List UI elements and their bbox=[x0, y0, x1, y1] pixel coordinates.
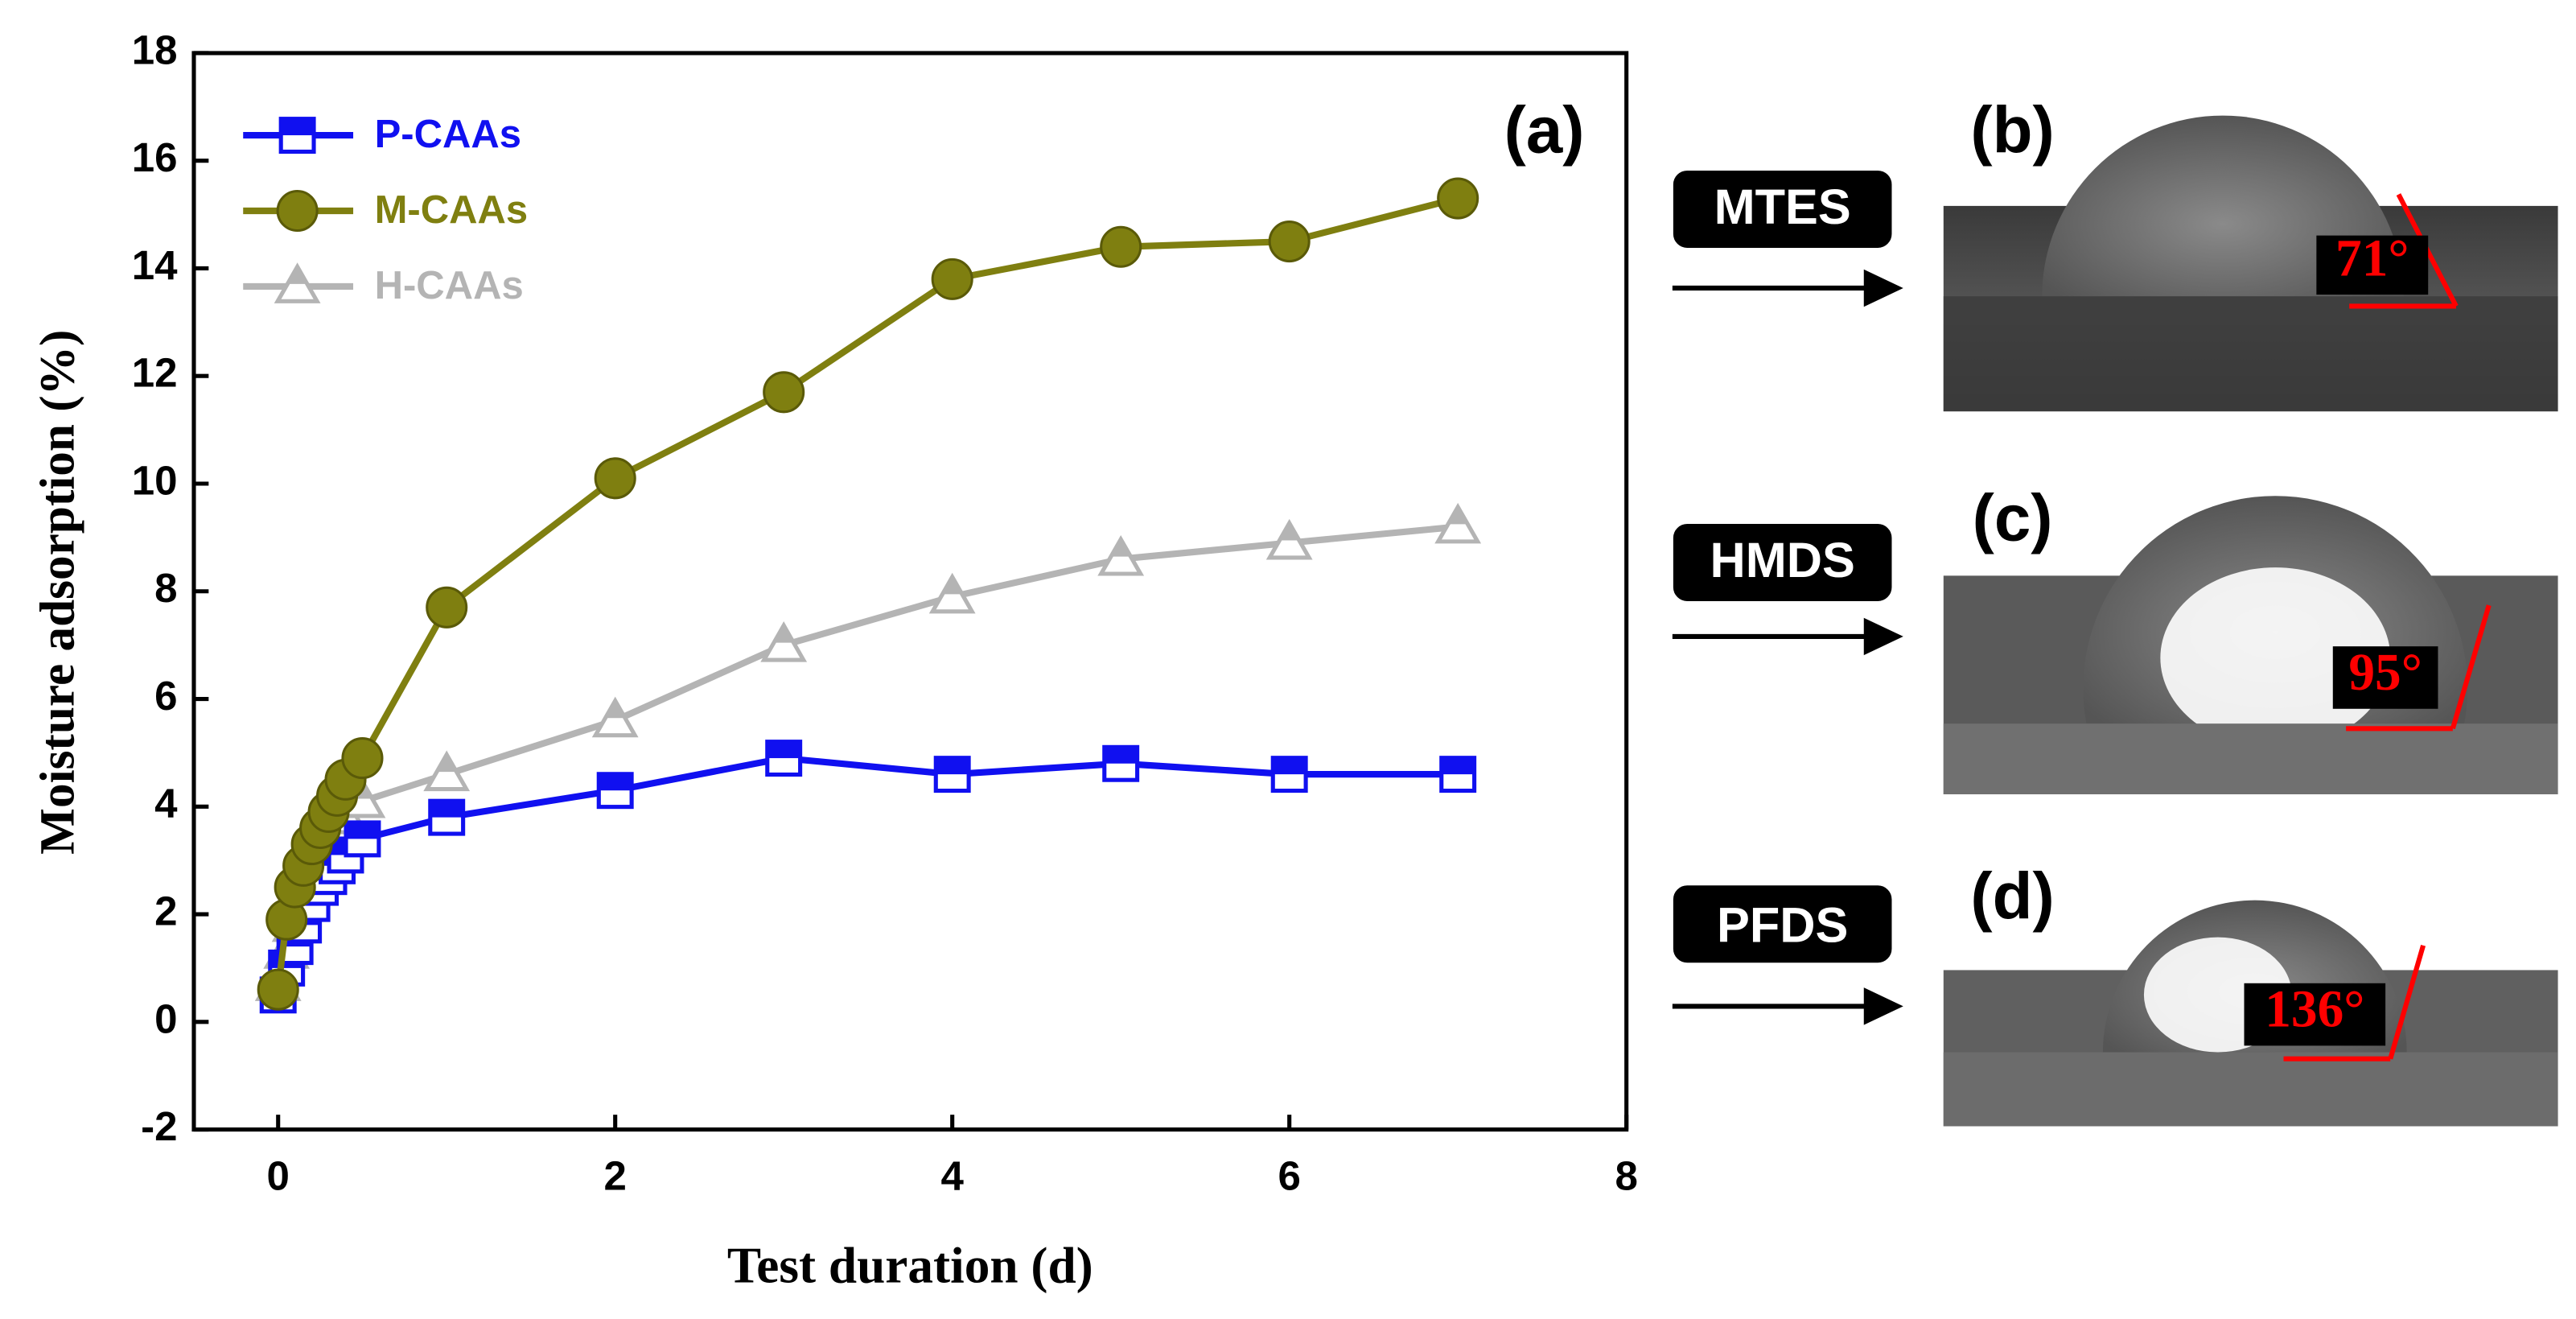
marker bbox=[1439, 756, 1477, 793]
marker bbox=[1102, 744, 1140, 782]
marker-part bbox=[1441, 757, 1475, 775]
x-axis-label: Test duration (d) bbox=[727, 1238, 1093, 1294]
marker bbox=[931, 258, 973, 300]
marker-part bbox=[942, 576, 962, 595]
marker-part bbox=[1279, 523, 1299, 541]
marker-part bbox=[1273, 757, 1307, 775]
treatment-label: PFDS bbox=[1717, 898, 1848, 953]
marker bbox=[423, 750, 471, 792]
marker-part bbox=[928, 572, 976, 614]
treatment-label: HMDS bbox=[1710, 533, 1854, 587]
marker-part bbox=[287, 266, 307, 284]
marker bbox=[426, 586, 468, 629]
marker bbox=[760, 620, 808, 662]
marker-part bbox=[594, 457, 636, 500]
marker bbox=[1100, 225, 1142, 268]
marker-part bbox=[931, 258, 973, 300]
y-axis-label: Moisture adsorption (%) bbox=[31, 330, 85, 855]
legend-label: H-CAAs bbox=[375, 264, 524, 307]
marker bbox=[1437, 177, 1479, 220]
y-tick-label: 16 bbox=[132, 134, 178, 180]
x-tick-label: 6 bbox=[1278, 1152, 1300, 1198]
marker-part bbox=[763, 371, 805, 414]
marker-part bbox=[599, 773, 632, 791]
marker bbox=[928, 572, 976, 614]
arrows bbox=[1672, 170, 1903, 1025]
marker-part bbox=[1110, 539, 1131, 557]
x-tick-label: 4 bbox=[940, 1152, 964, 1198]
marker-part bbox=[767, 741, 800, 759]
y-tick-label: 0 bbox=[154, 995, 177, 1041]
series-line bbox=[274, 754, 1459, 996]
marker bbox=[594, 457, 636, 500]
x-tick-label: 8 bbox=[1615, 1152, 1637, 1198]
y-tick-label: 14 bbox=[132, 242, 178, 288]
marker-part bbox=[773, 625, 794, 643]
x-tick-label: 2 bbox=[604, 1152, 627, 1198]
panel-label: (d) bbox=[1970, 859, 2054, 933]
y-tick-label: -2 bbox=[141, 1103, 177, 1149]
marker-part bbox=[281, 118, 315, 136]
y-tick-label: 18 bbox=[132, 27, 178, 72]
marker bbox=[1270, 756, 1308, 793]
marker bbox=[278, 117, 316, 155]
legend-label: M-CAAs bbox=[375, 188, 529, 232]
contact-angle: 71° bbox=[2335, 229, 2409, 287]
marker bbox=[591, 696, 639, 738]
marker-part bbox=[430, 801, 463, 818]
y-tick-label: 4 bbox=[154, 781, 178, 826]
panel-label: (a) bbox=[1504, 94, 1585, 167]
marker bbox=[257, 968, 299, 1011]
panel-label: (c) bbox=[1973, 482, 2053, 555]
marker bbox=[1268, 221, 1311, 263]
y-tick-label: 10 bbox=[132, 457, 178, 503]
marker-part bbox=[346, 822, 379, 839]
marker bbox=[341, 737, 384, 780]
contact-angle: 136° bbox=[2265, 981, 2364, 1039]
marker bbox=[344, 820, 381, 858]
marker-part bbox=[426, 586, 468, 629]
marker bbox=[596, 772, 634, 810]
x-tick-label: 0 bbox=[267, 1152, 290, 1198]
photo-d bbox=[1943, 900, 2558, 1127]
marker bbox=[1097, 534, 1145, 576]
y-tick-label: 12 bbox=[132, 350, 178, 396]
marker-part bbox=[1437, 177, 1479, 220]
marker bbox=[1434, 502, 1482, 544]
y-tick-label: 2 bbox=[154, 888, 177, 934]
marker bbox=[428, 798, 466, 836]
marker-part bbox=[1104, 747, 1138, 764]
treatment-label: MTES bbox=[1714, 179, 1851, 234]
marker-part bbox=[276, 189, 319, 233]
marker-part bbox=[257, 968, 299, 1011]
contact-angle: 95° bbox=[2348, 644, 2422, 702]
marker bbox=[1265, 518, 1313, 560]
marker bbox=[763, 371, 805, 414]
panel-label: (b) bbox=[1970, 94, 2054, 167]
marker-part bbox=[936, 757, 969, 775]
marker bbox=[274, 262, 321, 303]
marker bbox=[276, 189, 319, 233]
marker-part bbox=[1447, 506, 1468, 525]
marker-part bbox=[436, 754, 457, 773]
legend-label: P-CAAs bbox=[375, 113, 521, 156]
photo-c bbox=[1943, 496, 2558, 794]
marker-part bbox=[1268, 221, 1311, 263]
y-tick-label: 6 bbox=[154, 673, 177, 719]
y-tick-label: 8 bbox=[154, 565, 177, 611]
marker-part bbox=[341, 737, 384, 780]
marker bbox=[933, 756, 971, 793]
marker-part bbox=[1100, 225, 1142, 268]
marker-part bbox=[605, 700, 625, 719]
marker bbox=[765, 740, 803, 777]
photo-b bbox=[1943, 115, 2558, 412]
